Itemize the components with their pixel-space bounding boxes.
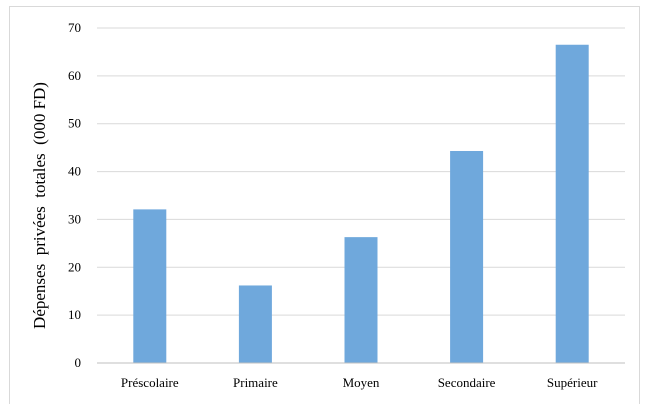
x-tick-label: Moyen — [343, 375, 380, 390]
bar-moyen — [344, 237, 378, 363]
y-axis-ticks: 0 10 20 30 40 50 60 70 — [68, 20, 81, 370]
y-axis-title: Dépenses privées totales (000 FD) — [30, 82, 49, 329]
y-tick-label: 20 — [68, 259, 81, 274]
x-tick-label: Préscolaire — [121, 375, 179, 390]
y-tick-label: 30 — [68, 211, 81, 226]
bar-secondaire — [450, 150, 484, 363]
bars — [133, 44, 589, 363]
y-tick-label: 10 — [68, 307, 81, 322]
chart-frame — [9, 6, 640, 404]
bar-superieur — [555, 44, 589, 363]
x-tick-label: Supérieur — [547, 375, 598, 390]
x-tick-label: Primaire — [233, 375, 278, 390]
y-tick-label: 40 — [68, 164, 81, 179]
y-tick-label: 50 — [68, 116, 81, 131]
bar-primaire — [238, 285, 272, 363]
bar-prescolaire — [133, 209, 167, 363]
y-tick-label: 70 — [68, 20, 81, 35]
y-tick-label: 0 — [75, 355, 82, 370]
y-tick-label: 60 — [68, 68, 81, 83]
x-tick-label: Secondaire — [438, 375, 496, 390]
x-axis-ticks: Préscolaire Primaire Moyen Secondaire Supéri… — [121, 375, 598, 390]
